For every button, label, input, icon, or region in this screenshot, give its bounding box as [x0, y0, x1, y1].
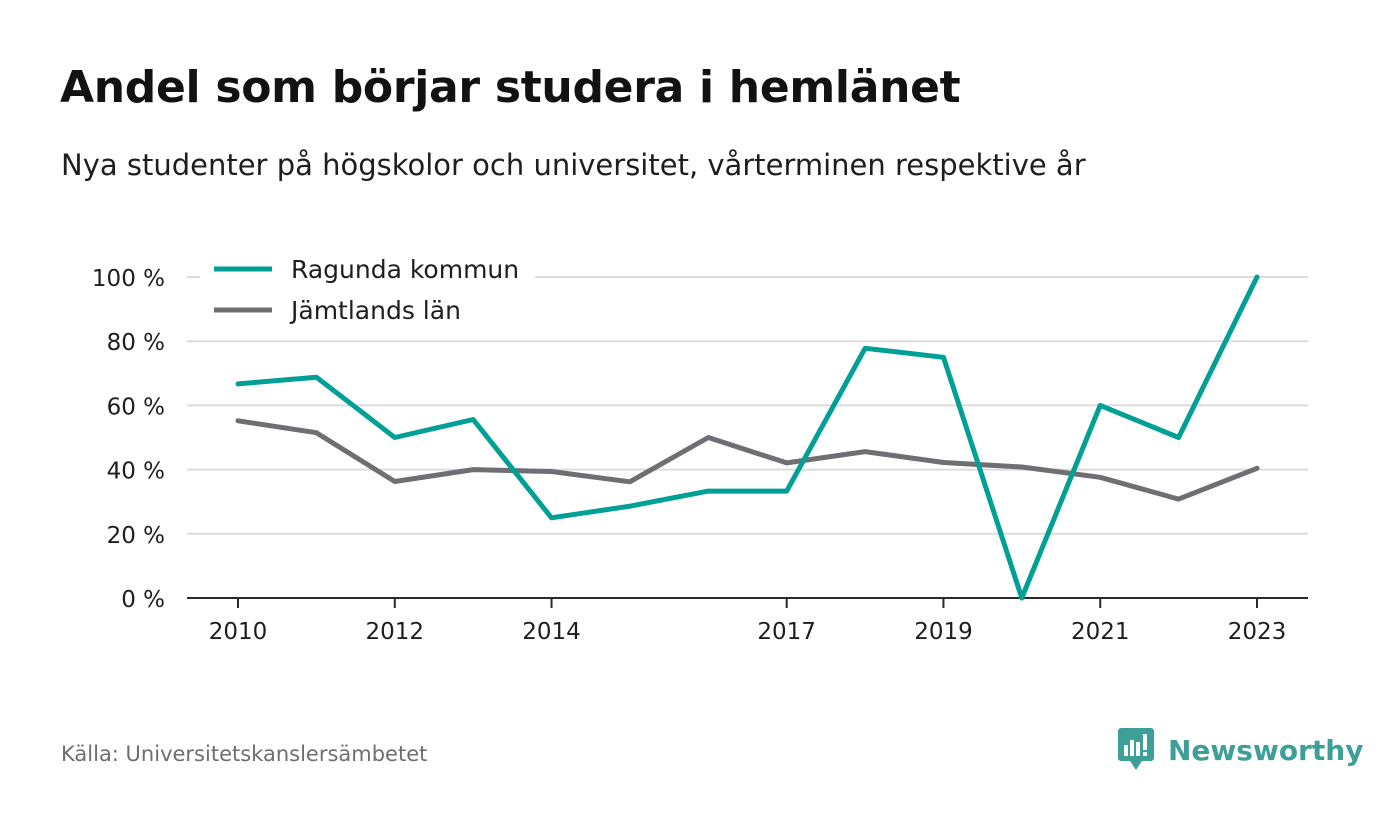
x-tick-label-2019: 2019 [914, 619, 973, 645]
y-tick-label-20: 20 % [107, 523, 165, 549]
y-tick-label-40: 40 % [107, 459, 165, 485]
y-tick-label-80: 80 % [107, 330, 165, 356]
series-line-jamtlands-lan [235, 418, 1260, 502]
legend-label-0: Ragunda kommun [291, 255, 519, 284]
source-note: Källa: Universitetskanslersämbetet [61, 742, 428, 766]
x-tick-label-2017: 2017 [757, 619, 816, 645]
y-tick-label-0: 0 % [121, 587, 165, 613]
legend-background [200, 252, 535, 330]
x-tick-label-2023: 2023 [1228, 619, 1287, 645]
x-tick-label-2010: 2010 [209, 619, 268, 645]
brand-name: Newsworthy [1168, 733, 1364, 767]
legend-label-1: Jämtlands län [289, 296, 461, 325]
y-tick-label-100: 100 % [92, 266, 165, 292]
series-line-ragunda-kommun [235, 274, 1260, 601]
newsworthy-logo-icon [1118, 728, 1154, 770]
y-tick-label-60: 60 % [107, 394, 165, 420]
x-tick-label-2014: 2014 [522, 619, 581, 645]
chart-subtitle: Nya studenter på högskolor och universit… [61, 148, 1086, 182]
line-chart: 0 % 20 % 40 % 60 % 80 % 100 % 2010 2012 2014 2017… [91, 252, 1308, 645]
chart-title: Andel som börjar studera i hemlänet [60, 62, 961, 113]
x-tick-label-2021: 2021 [1071, 619, 1130, 645]
brand: Newsworthy [1118, 728, 1363, 772]
x-tick-label-2012: 2012 [365, 619, 424, 645]
